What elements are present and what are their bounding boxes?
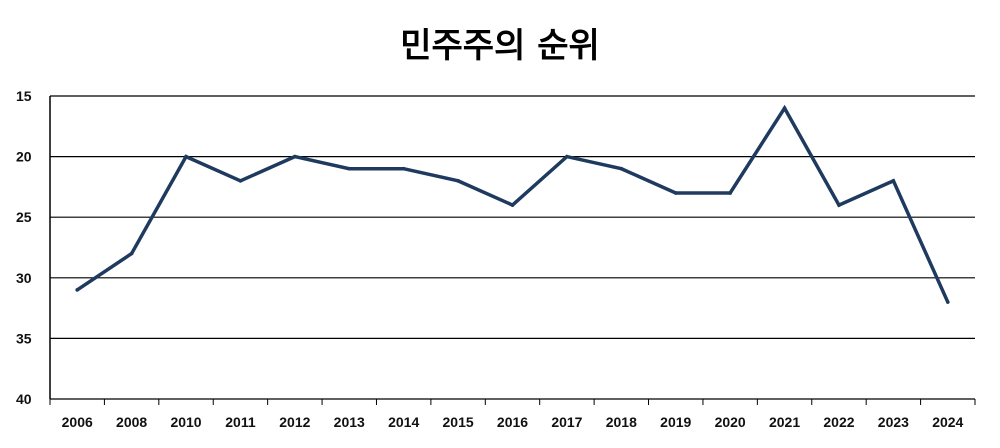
y-tick-label: 35: [16, 330, 32, 346]
y-tick-label: 20: [16, 149, 32, 165]
y-tick-label: 40: [16, 391, 32, 407]
x-tick-label: 2012: [279, 414, 310, 430]
x-tick-label: 2014: [388, 414, 419, 430]
x-tick-label: 2024: [932, 414, 963, 430]
x-tick-label: 2010: [170, 414, 201, 430]
data-point: [456, 179, 460, 183]
x-tick-label: 2018: [606, 414, 637, 430]
y-tick-label: 15: [16, 88, 32, 104]
data-point: [565, 154, 569, 159]
data-point: [837, 203, 841, 207]
x-tick-label: 2008: [116, 414, 147, 430]
data-point: [891, 179, 896, 183]
x-tick-label: 2019: [660, 414, 691, 430]
data-point: [347, 166, 352, 171]
data-point: [129, 251, 134, 256]
x-tick-label: 2016: [497, 414, 528, 430]
data-point: [238, 179, 243, 183]
x-tick-label: 2020: [715, 414, 746, 430]
data-point: [782, 106, 787, 110]
data-point: [673, 191, 678, 195]
data-point: [945, 300, 950, 304]
data-point: [75, 288, 80, 292]
x-tick-label: 2011: [225, 414, 256, 430]
x-tick-label: 2017: [551, 414, 582, 430]
x-tick-label: 2015: [443, 414, 474, 430]
data-point: [401, 166, 406, 171]
data-point: [728, 191, 732, 195]
x-tick-label: 2021: [769, 414, 800, 430]
x-tick-label: 2006: [62, 414, 93, 430]
data-point: [184, 154, 188, 159]
chart-title: 민주주의 순위: [400, 26, 600, 66]
x-tick-label: 2023: [878, 414, 909, 430]
y-tick-label: 30: [16, 270, 32, 286]
data-point: [510, 203, 515, 207]
x-tick-label: 2022: [823, 414, 854, 430]
x-tick-label: 2013: [334, 414, 365, 430]
y-tick-label: 25: [16, 209, 32, 225]
data-point: [293, 154, 297, 159]
data-point: [619, 166, 624, 171]
